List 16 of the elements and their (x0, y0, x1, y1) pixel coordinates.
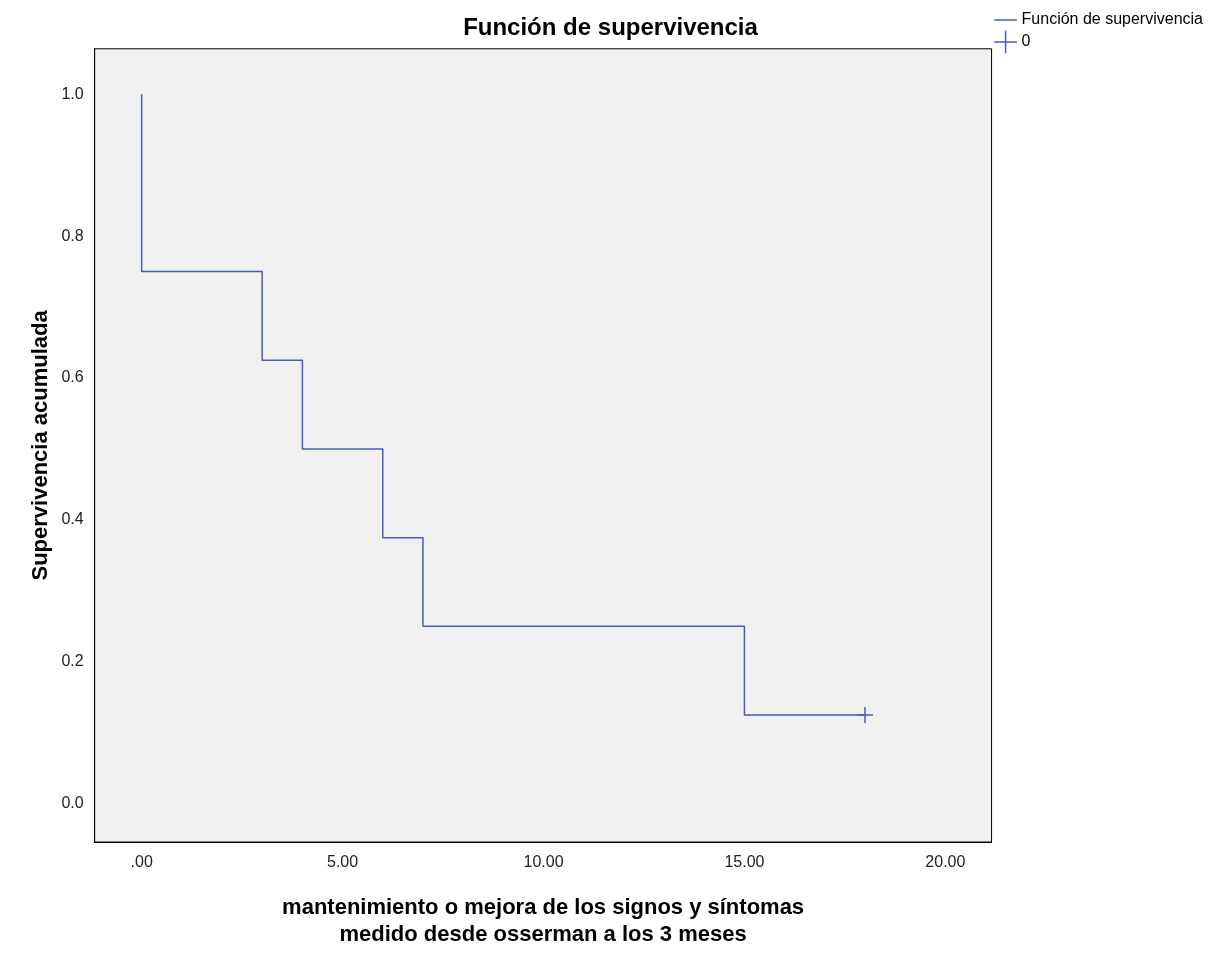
legend-label: 0 (1021, 32, 1031, 50)
y-axis-title: Supervivencia acumulada (27, 309, 53, 581)
chart-title: Función de supervivencia (463, 13, 759, 41)
x-tick-label: 5.00 (327, 853, 359, 871)
x-tick-label: 15.00 (724, 853, 765, 871)
y-tick-label: 1.0 (61, 84, 84, 102)
x-tick-label: 10.00 (523, 853, 564, 871)
y-tick-label: 0.0 (61, 794, 84, 812)
x-tick-label: 20.00 (925, 853, 966, 871)
y-tick-label: 0.8 (61, 226, 84, 244)
y-tick-label: 0.6 (61, 368, 84, 386)
legend-label: Función de supervivencia (1021, 10, 1204, 28)
x-tick-label: .00 (130, 853, 153, 871)
y-tick-label: 0.2 (61, 652, 84, 670)
x-axis-title: mantenimiento o mejora de los signos y síntomas medido desde osserman a los 3 meses (282, 894, 805, 946)
y-tick-label: 0.4 (61, 510, 84, 528)
